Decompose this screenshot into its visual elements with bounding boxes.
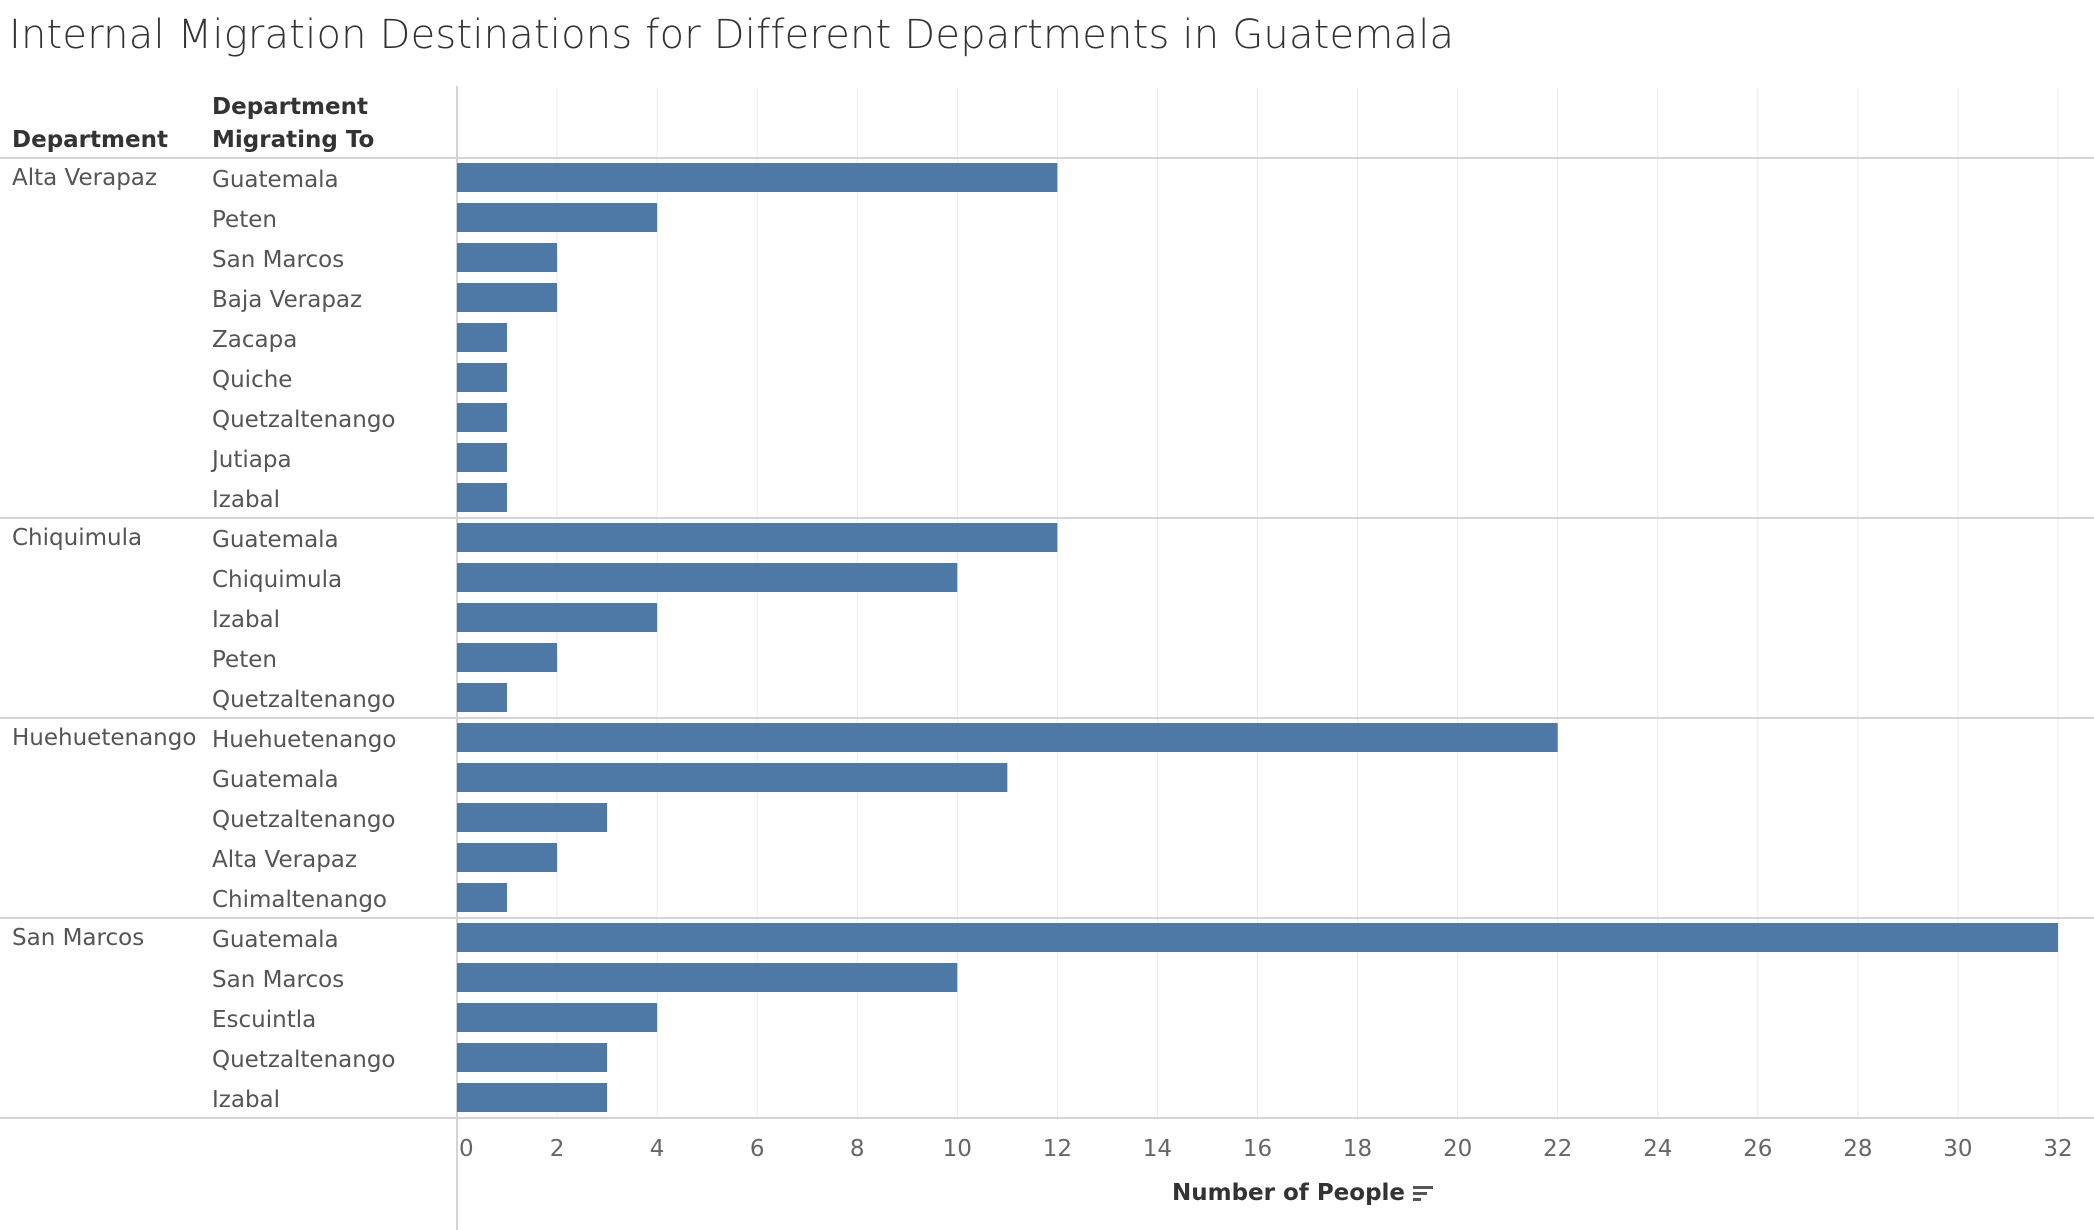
- bar[interactable]: [457, 163, 1058, 192]
- x-tick-label: 18: [1343, 1136, 1372, 1162]
- destination-label: Guatemala: [212, 527, 339, 553]
- bar[interactable]: [457, 443, 508, 472]
- destination-label: Chimaltenango: [212, 887, 387, 913]
- x-axis-ticks: 0246810121416182022242628303234: [459, 1136, 2073, 1162]
- bar[interactable]: [457, 883, 508, 912]
- destination-label: Peten: [212, 207, 277, 233]
- destination-column-header[interactable]: Department Migrating To: [212, 91, 374, 157]
- destination-label: Quetzaltenango: [212, 687, 396, 713]
- bar[interactable]: [457, 1043, 608, 1072]
- destination-label: Peten: [212, 647, 277, 673]
- destination-label: Escuintla: [212, 1007, 316, 1033]
- bar[interactable]: [457, 203, 658, 232]
- department-label: Huehuetenango: [12, 725, 196, 751]
- x-tick-label: 8: [850, 1136, 865, 1162]
- bar[interactable]: [457, 1083, 608, 1112]
- bar[interactable]: [457, 323, 508, 352]
- x-tick-label: 10: [943, 1136, 972, 1162]
- department-header-label: Department: [12, 127, 168, 153]
- row-labels: Alta Verapaz Guatemala Peten San Marcos Baja…: [12, 165, 396, 1113]
- department-label: Alta Verapaz: [12, 165, 157, 191]
- destination-header-line2: Migrating To: [212, 127, 375, 153]
- destination-label: Quetzaltenango: [212, 407, 396, 433]
- destination-label: Guatemala: [212, 767, 339, 793]
- destination-label: Guatemala: [212, 167, 339, 193]
- bar[interactable]: [457, 243, 558, 272]
- x-tick-label: 28: [1843, 1136, 1872, 1162]
- department-label: San Marcos: [12, 925, 144, 951]
- destination-label: Chiquimula: [212, 567, 342, 593]
- x-tick-label: 30: [1943, 1136, 1972, 1162]
- bar[interactable]: [457, 763, 1008, 792]
- destination-label: Quiche: [212, 367, 292, 393]
- destination-label: San Marcos: [212, 247, 344, 273]
- sort-descending-icon[interactable]: [1413, 1185, 1435, 1203]
- x-axis-title[interactable]: Number of People: [1172, 1180, 1435, 1206]
- bar[interactable]: [457, 683, 508, 712]
- x-tick-label: 2: [550, 1136, 565, 1162]
- destination-label: San Marcos: [212, 967, 344, 993]
- x-tick-label: 12: [1043, 1136, 1072, 1162]
- chart-title: Internal Migration Destinations for Diff…: [9, 12, 1455, 58]
- x-tick-label: 22: [1543, 1136, 1572, 1162]
- bars: [457, 163, 2058, 1112]
- bar[interactable]: [457, 403, 508, 432]
- x-tick-label: 6: [750, 1136, 765, 1162]
- destination-header-line1: Department: [212, 94, 368, 120]
- bar[interactable]: [457, 643, 558, 672]
- bar[interactable]: [457, 803, 608, 832]
- destination-label: Baja Verapaz: [212, 287, 362, 313]
- bar[interactable]: [457, 963, 958, 992]
- destination-label: Alta Verapaz: [212, 847, 357, 873]
- bar[interactable]: [457, 483, 508, 512]
- destination-label: Zacapa: [212, 327, 297, 353]
- destination-label: Izabal: [212, 607, 280, 633]
- destination-label: Guatemala: [212, 927, 339, 953]
- destination-label: Jutiapa: [210, 447, 292, 473]
- destination-label: Huehuetenango: [212, 727, 396, 753]
- x-tick-label: 16: [1243, 1136, 1272, 1162]
- x-tick-label: 14: [1143, 1136, 1172, 1162]
- bar[interactable]: [457, 363, 508, 392]
- destination-label: Izabal: [212, 1087, 280, 1113]
- bar[interactable]: [457, 523, 1058, 552]
- separators: [0, 86, 2094, 1230]
- bar[interactable]: [457, 843, 558, 872]
- destination-label: Quetzaltenango: [212, 1047, 396, 1073]
- bar[interactable]: [457, 923, 2058, 952]
- department-column-header[interactable]: Department: [12, 124, 168, 157]
- department-label: Chiquimula: [12, 525, 142, 551]
- bar[interactable]: [457, 603, 658, 632]
- x-tick-label: 26: [1743, 1136, 1772, 1162]
- x-tick-label: 32: [2043, 1136, 2072, 1162]
- x-tick-label: 20: [1443, 1136, 1472, 1162]
- bar[interactable]: [457, 563, 958, 592]
- x-axis-title-label: Number of People: [1172, 1180, 1406, 1206]
- destination-label: Quetzaltenango: [212, 807, 396, 833]
- x-tick-label: 4: [650, 1136, 665, 1162]
- destination-label: Izabal: [212, 487, 280, 513]
- bar[interactable]: [457, 1003, 658, 1032]
- x-tick-label: 24: [1643, 1136, 1672, 1162]
- bar[interactable]: [457, 283, 558, 312]
- x-tick-label: 0: [459, 1136, 474, 1162]
- bar[interactable]: [457, 723, 1558, 752]
